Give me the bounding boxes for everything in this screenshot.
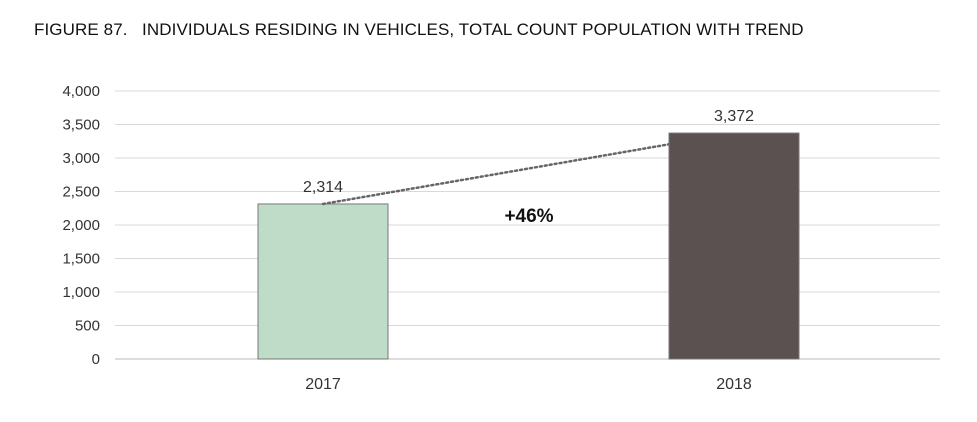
y-tick-label: 3,000 — [62, 150, 100, 167]
chart-title: FIGURE 87. INDIVIDUALS RESIDING IN VEHIC… — [34, 20, 804, 39]
trend-line — [321, 143, 671, 206]
data-label: 2,314 — [303, 179, 343, 196]
y-tick-label: 2,000 — [62, 217, 100, 234]
x-tick-label: 2018 — [716, 376, 752, 393]
data-label: 3,372 — [714, 108, 754, 125]
x-tick-label: 2017 — [305, 376, 341, 393]
y-tick-label: 1,500 — [62, 251, 100, 268]
bar-2018 — [668, 132, 800, 360]
y-tick-label: 500 — [75, 318, 100, 335]
y-tick-label: 0 — [92, 351, 100, 368]
y-tick-label: 4,000 — [62, 83, 100, 100]
y-tick-label: 3,500 — [62, 117, 100, 134]
y-tick-label: 1,000 — [62, 284, 100, 301]
y-tick-label: 2,500 — [62, 184, 100, 201]
bar-2017 — [257, 203, 389, 360]
trend-annotation: +46% — [504, 206, 553, 227]
